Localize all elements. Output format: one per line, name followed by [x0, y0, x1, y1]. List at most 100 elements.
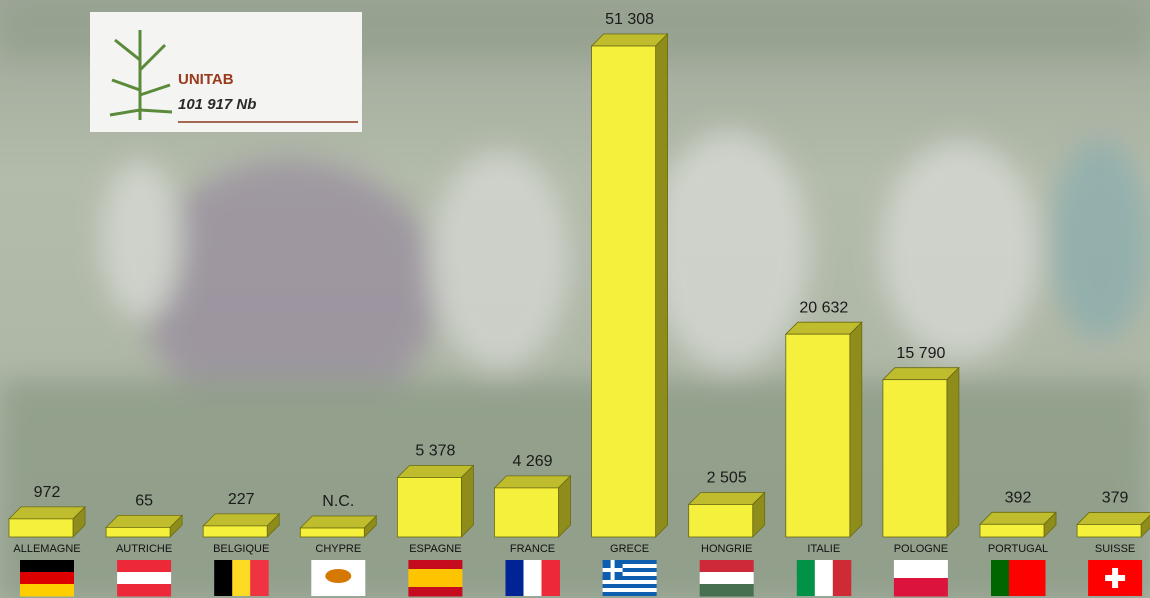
bar-top: [979, 511, 1057, 525]
bar-top: [687, 492, 766, 505]
flag-stripe: [408, 578, 463, 588]
bar-side: [655, 33, 668, 538]
flag-stripe: [1009, 560, 1028, 596]
flag-stripe: [1027, 560, 1046, 596]
bar-top: [396, 465, 475, 478]
bar-top: [202, 513, 281, 527]
flag: [214, 560, 269, 596]
x-tick-label: ITALIE: [807, 543, 840, 555]
flag-stripe: [832, 560, 852, 596]
flag-stripe: [602, 592, 657, 596]
bar-front: [396, 477, 462, 538]
bar-front: [105, 526, 171, 538]
flag-stripe: [523, 560, 542, 596]
flag-stripe: [541, 560, 560, 596]
x-tick-label: BELGIQUE: [213, 543, 269, 555]
value-label: 65: [135, 493, 153, 510]
flag: [408, 560, 463, 597]
value-label: 227: [228, 491, 255, 508]
flag-stripe: [602, 560, 657, 564]
flag: [20, 560, 74, 597]
flag-stripe: [408, 560, 463, 570]
bar: [202, 512, 281, 538]
value-label: 2 505: [707, 470, 747, 487]
flag-stripe: [893, 578, 948, 597]
value-label: 20 632: [799, 299, 848, 316]
flag-stripe: [505, 560, 524, 596]
flag-stripe: [602, 572, 657, 576]
flag-stripe: [117, 560, 172, 573]
flag-stripe: [250, 560, 269, 596]
x-tick-label: AUTRICHE: [116, 543, 172, 555]
bar-top: [1076, 512, 1150, 525]
bar-front: [688, 504, 754, 538]
value-label: 15 790: [896, 345, 945, 362]
flag-stripe: [117, 584, 172, 597]
bar: [1076, 512, 1150, 538]
value-label: 392: [1005, 490, 1032, 507]
flag: [699, 560, 754, 597]
bar-side: [849, 321, 863, 538]
value-label: 379: [1102, 490, 1129, 507]
flag-stripe: [699, 572, 754, 585]
bar: [881, 366, 960, 538]
bar-top: [881, 367, 960, 381]
legend-title: UNITAB: [178, 71, 234, 88]
x-tick-label: PORTUGAL: [988, 543, 1048, 555]
bar: [105, 514, 184, 538]
flag-stripe: [20, 572, 74, 585]
bar-front: [979, 523, 1045, 538]
plant-icon: [109, 30, 173, 120]
bar: [493, 474, 572, 538]
base-slab-top: [299, 515, 378, 529]
flag-stripe: [602, 568, 657, 572]
flag: [311, 560, 366, 596]
x-tick-label: FRANCE: [510, 543, 555, 555]
bar-front: [494, 487, 559, 538]
flag-cross: [1112, 568, 1119, 588]
bar-front: [591, 45, 656, 538]
flag-stripe: [602, 584, 657, 588]
bar-front: [8, 518, 74, 538]
flag: [991, 560, 1046, 596]
flag-stripe: [20, 584, 74, 597]
base-slab: [299, 515, 378, 538]
x-tick-label: ALLEMAGNE: [13, 543, 80, 555]
flag: [602, 560, 657, 596]
flag-stripe: [232, 560, 251, 596]
bar: [687, 491, 766, 538]
flag-stripe: [602, 580, 657, 584]
bar-side: [460, 464, 474, 538]
flag-stripe: [214, 560, 233, 596]
flag-stripe: [814, 560, 834, 596]
bar-top: [590, 33, 669, 47]
value-label: 5 378: [415, 443, 455, 460]
flag-stripe: [602, 564, 657, 568]
flag-stripe: [991, 560, 1010, 596]
bar: [590, 33, 669, 538]
bar-front: [882, 379, 948, 538]
flag-stripe: [117, 572, 172, 585]
flag: [117, 560, 172, 597]
flag-stripe: [699, 560, 754, 573]
base-slab-front: [299, 527, 365, 538]
x-tick-label: CHYPRE: [315, 543, 361, 555]
flag-stripe: [602, 576, 657, 580]
flag-stripe: [699, 584, 754, 597]
flag: [1088, 560, 1143, 596]
bar: [784, 321, 863, 538]
flag: [796, 560, 852, 596]
flag-stripe: [893, 560, 948, 579]
bar: [8, 505, 86, 538]
bar-top: [105, 514, 184, 528]
legend-total: 101 917 Nb: [178, 96, 256, 113]
flag-stripe: [796, 560, 816, 596]
bar-front: [785, 333, 851, 538]
flag-stripe: [602, 588, 657, 592]
flag-cross: [610, 560, 615, 580]
flag: [505, 560, 560, 596]
x-tick-label: POLOGNE: [894, 543, 948, 555]
value-label: N.C.: [322, 493, 354, 510]
